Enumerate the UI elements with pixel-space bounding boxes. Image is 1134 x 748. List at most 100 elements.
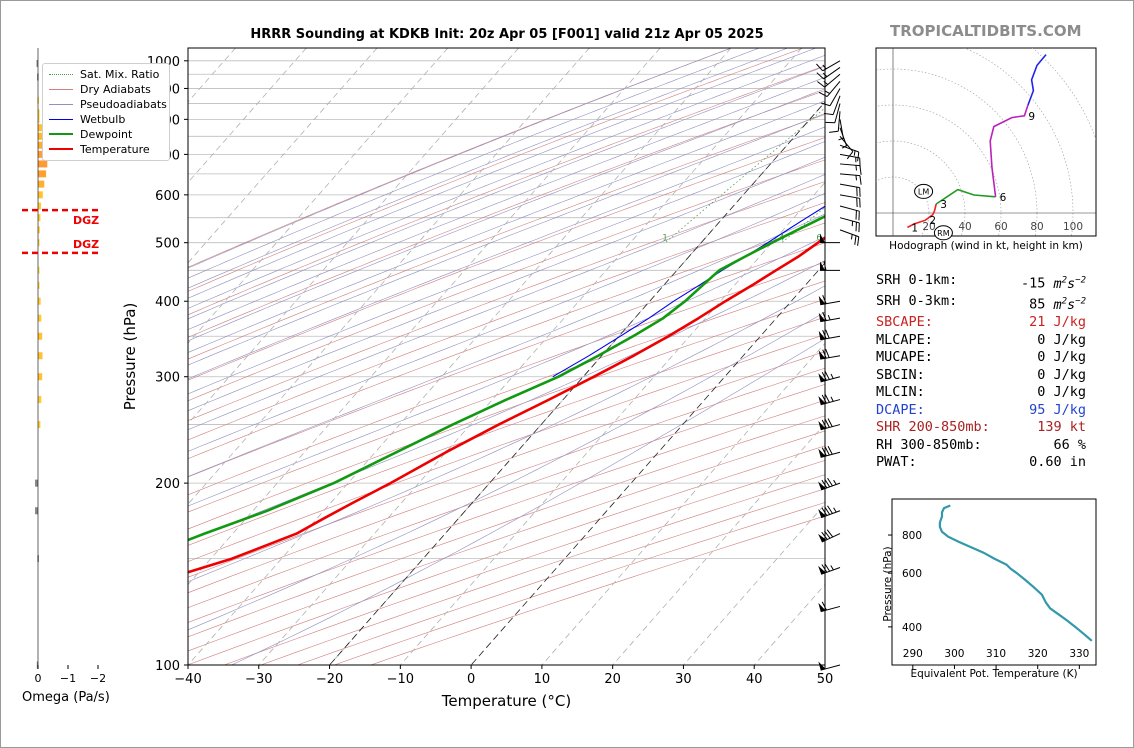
moist-adiabat-line xyxy=(188,260,825,542)
isotherm-highlight-line xyxy=(329,101,825,665)
dry-adiabat-line xyxy=(188,415,825,638)
y-tick-label: 100 xyxy=(155,659,180,674)
isotherm-line xyxy=(188,48,661,586)
omega-bar xyxy=(38,191,43,199)
skewt-profile-lines: 39F52F xyxy=(188,205,825,574)
parameter-row: PWAT: 0.60 in xyxy=(876,454,1086,472)
moist-adiabat-line xyxy=(188,285,825,583)
barb-full xyxy=(822,329,827,339)
parameter-value: 0 J/kg xyxy=(1037,349,1086,365)
barb-full xyxy=(822,294,827,304)
parameter-row: MLCIN: 0 J/kg xyxy=(876,384,1086,402)
parameter-value: 139 kt xyxy=(1037,419,1086,435)
wind-barb xyxy=(818,563,841,575)
barb-half xyxy=(850,234,853,240)
x-tick-label: 30 xyxy=(675,672,692,687)
omega-bar xyxy=(35,507,38,515)
barb-full xyxy=(824,419,830,428)
omega-bar xyxy=(38,266,40,274)
parameter-row: SBCAPE: 21 J/kg xyxy=(876,314,1086,332)
parameter-row: MUCAPE: 0 J/kg xyxy=(876,349,1086,367)
legend-item-dewpoint: Dewpoint xyxy=(49,127,132,141)
isotherm-line xyxy=(400,181,825,665)
legend-label: Temperature xyxy=(80,142,150,156)
barb-full xyxy=(821,394,827,404)
barb-full xyxy=(818,91,828,98)
dry-adiabat-line xyxy=(188,90,825,338)
parameter-row: SRH 0-1km: -15 m2s−2 xyxy=(876,272,1086,293)
parameter-row: MLCAPE: 0 J/kg xyxy=(876,332,1086,350)
parameter-value: 21 J/kg xyxy=(1029,314,1086,330)
omega-x-tick-label: 0 xyxy=(35,672,42,685)
dry-adiabat-line xyxy=(188,202,825,441)
barb-full xyxy=(824,393,830,403)
dry-adiabat-line xyxy=(188,367,825,594)
barb-flag xyxy=(818,312,826,322)
isotherm-line xyxy=(541,342,825,665)
barb-flag xyxy=(818,565,826,575)
moist-adiabat-line xyxy=(188,76,825,330)
barb-flag xyxy=(820,233,825,243)
wind-barb xyxy=(818,371,841,383)
hodograph-height-label: 2 xyxy=(929,215,936,227)
barb-staff xyxy=(824,73,841,88)
theta-x-tick-label: 300 xyxy=(944,648,964,660)
barb-full xyxy=(821,102,831,107)
wind-barb xyxy=(818,348,841,360)
omega-bar xyxy=(38,115,40,123)
parameter-label: RH 300-850mb: xyxy=(876,436,982,453)
skewt-plot-border xyxy=(187,47,826,666)
barb-half xyxy=(833,507,837,513)
skewt-background-lines: 146810131620243036 xyxy=(188,48,874,665)
barb-full xyxy=(821,419,827,429)
parameter-number: -15 xyxy=(1020,275,1054,292)
parameter-row: RH 300-850mb: 66 % xyxy=(876,437,1086,455)
parameter-label: PWAT: xyxy=(876,454,917,470)
wind-barb xyxy=(818,445,841,458)
barb-staff xyxy=(839,153,860,159)
parameter-value: 0 J/kg xyxy=(1037,331,1086,348)
moist-adiabat-line xyxy=(188,48,817,299)
theta-e-line xyxy=(938,504,1093,642)
legend-label: Dewpoint xyxy=(80,127,133,141)
isotherm-line xyxy=(683,503,825,665)
barb-half xyxy=(838,137,844,141)
moist-adiabat-line xyxy=(188,48,788,289)
wind-barb xyxy=(818,294,841,306)
moist-adiabat-line xyxy=(188,54,825,309)
barb-flag xyxy=(818,481,826,490)
barb-half xyxy=(830,373,834,379)
hodograph-segment xyxy=(907,203,937,229)
legend-item-wetbulb: Wetbulb xyxy=(49,112,125,126)
hodograph-height-label: 3 xyxy=(940,199,947,211)
dry-adiabat-line xyxy=(188,351,825,578)
legend-swatch xyxy=(49,73,73,75)
chart-title: HRRR Sounding at KDKB Init: 20z Apr 05 [… xyxy=(250,27,764,42)
profile-temperature xyxy=(188,236,825,574)
barb-full xyxy=(821,479,828,489)
theta-x-tick-label: 310 xyxy=(986,648,1006,660)
hodograph-ring-label: 40 xyxy=(958,221,971,233)
omega-bar xyxy=(36,59,38,67)
parameter-value: 66 % xyxy=(1053,436,1086,453)
moist-adiabat-line xyxy=(231,338,825,665)
chart-legend: Sat. Mix. Ratio Dry Adiabats Pseudoadiab… xyxy=(42,63,170,161)
mixing-ratio-label: 10 xyxy=(863,234,874,244)
barb-flag xyxy=(818,533,827,543)
parameter-row: SHR 200-850mb: 139 kt xyxy=(876,419,1086,437)
barb-staff xyxy=(839,144,859,153)
wind-barb xyxy=(839,153,861,168)
barb-full xyxy=(816,72,824,80)
y-tick-label: 200 xyxy=(155,477,180,492)
barb-flag xyxy=(818,373,826,382)
omega-bar xyxy=(38,124,43,132)
omega-x-tick-label: −1 xyxy=(60,672,76,685)
legend-label: Pseudoadiabats xyxy=(80,97,167,111)
x-axis-label: Temperature (°C) xyxy=(441,692,571,710)
barb-full xyxy=(823,112,834,116)
barb-full xyxy=(821,531,828,540)
barb-full xyxy=(857,236,860,246)
theta-ylabel: Pressure (hPa) xyxy=(882,546,894,622)
mixing-ratio-line xyxy=(664,107,825,244)
parameter-label: SBCAPE: xyxy=(876,314,933,330)
